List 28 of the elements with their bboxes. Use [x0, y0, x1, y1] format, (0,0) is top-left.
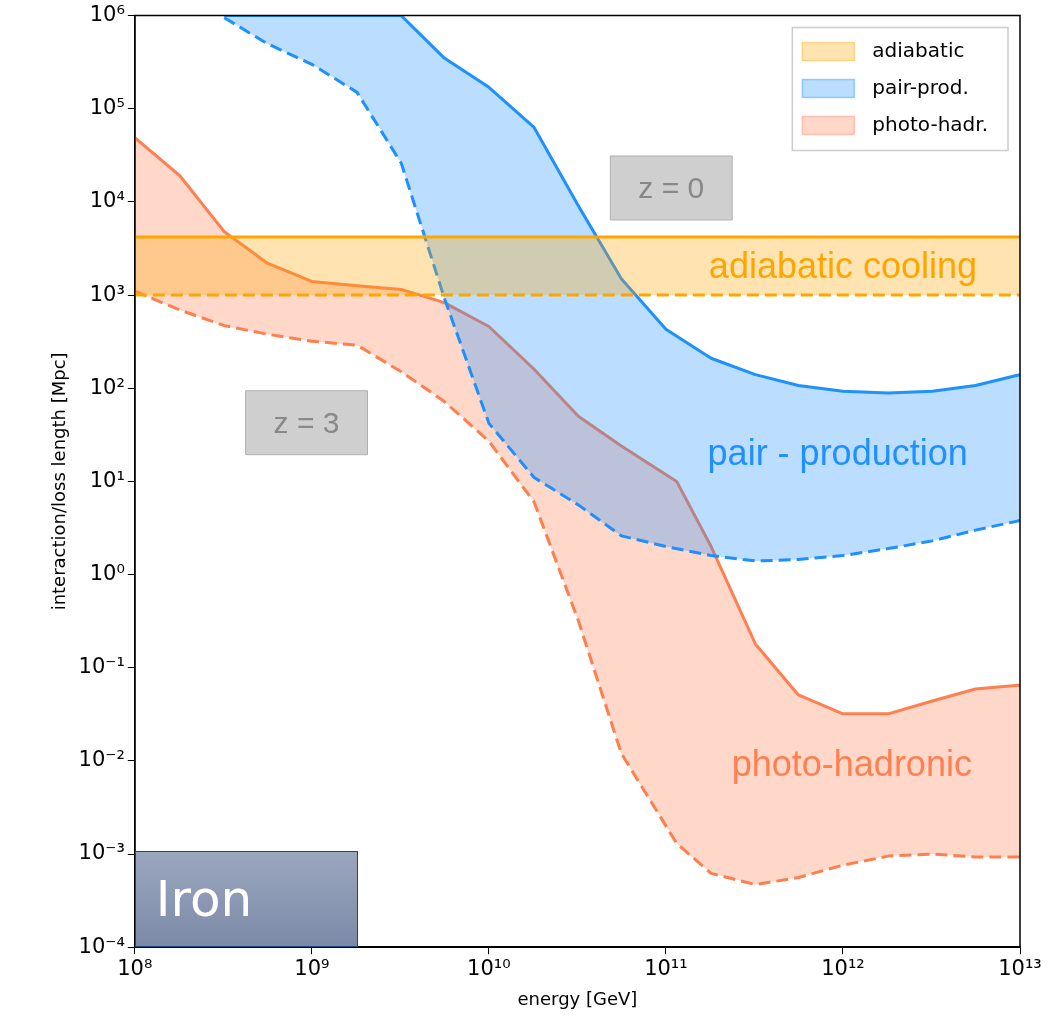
- annotation: pair - production: [707, 432, 968, 474]
- x-tick-label: 10¹²: [821, 956, 865, 981]
- x-tick-label: 10¹⁰: [467, 956, 511, 981]
- x-tick-label: 10⁸: [117, 956, 153, 981]
- legend-label: photo-hadr.: [872, 111, 989, 136]
- y-tick-label: 10⁻³: [78, 840, 125, 865]
- y-tick-label: 10⁵: [89, 95, 125, 120]
- legend-label: adiabatic: [872, 37, 965, 62]
- annotation: z = 0: [638, 171, 705, 205]
- x-tick-label: 10¹¹: [644, 956, 688, 981]
- y-tick-label: 10⁴: [89, 188, 125, 213]
- y-tick-label: 10⁶: [89, 2, 125, 27]
- annotation: Iron: [134, 851, 358, 948]
- annotation: photo-hadronic: [731, 743, 972, 785]
- y-axis-title: interaction/loss length [Mpc]: [48, 352, 70, 611]
- annotation: z = 3: [273, 405, 340, 439]
- y-tick-label: 10⁰: [89, 561, 125, 586]
- y-tick-label: 10¹: [89, 467, 125, 492]
- y-tick-label: 10²: [89, 374, 125, 399]
- x-tick-label: 10⁹: [294, 956, 330, 981]
- x-tick-label: 10¹³: [998, 956, 1042, 981]
- y-tick-label: 10⁻¹: [78, 654, 125, 679]
- legend-label: pair-prod.: [872, 74, 969, 99]
- y-tick-label: 10⁻²: [78, 747, 125, 772]
- x-axis-title: energy [GeV]: [517, 987, 638, 1009]
- y-tick-label: 10³: [89, 281, 125, 306]
- annotation: adiabatic cooling: [708, 244, 978, 286]
- y-tick-label: 10⁻⁴: [78, 933, 125, 958]
